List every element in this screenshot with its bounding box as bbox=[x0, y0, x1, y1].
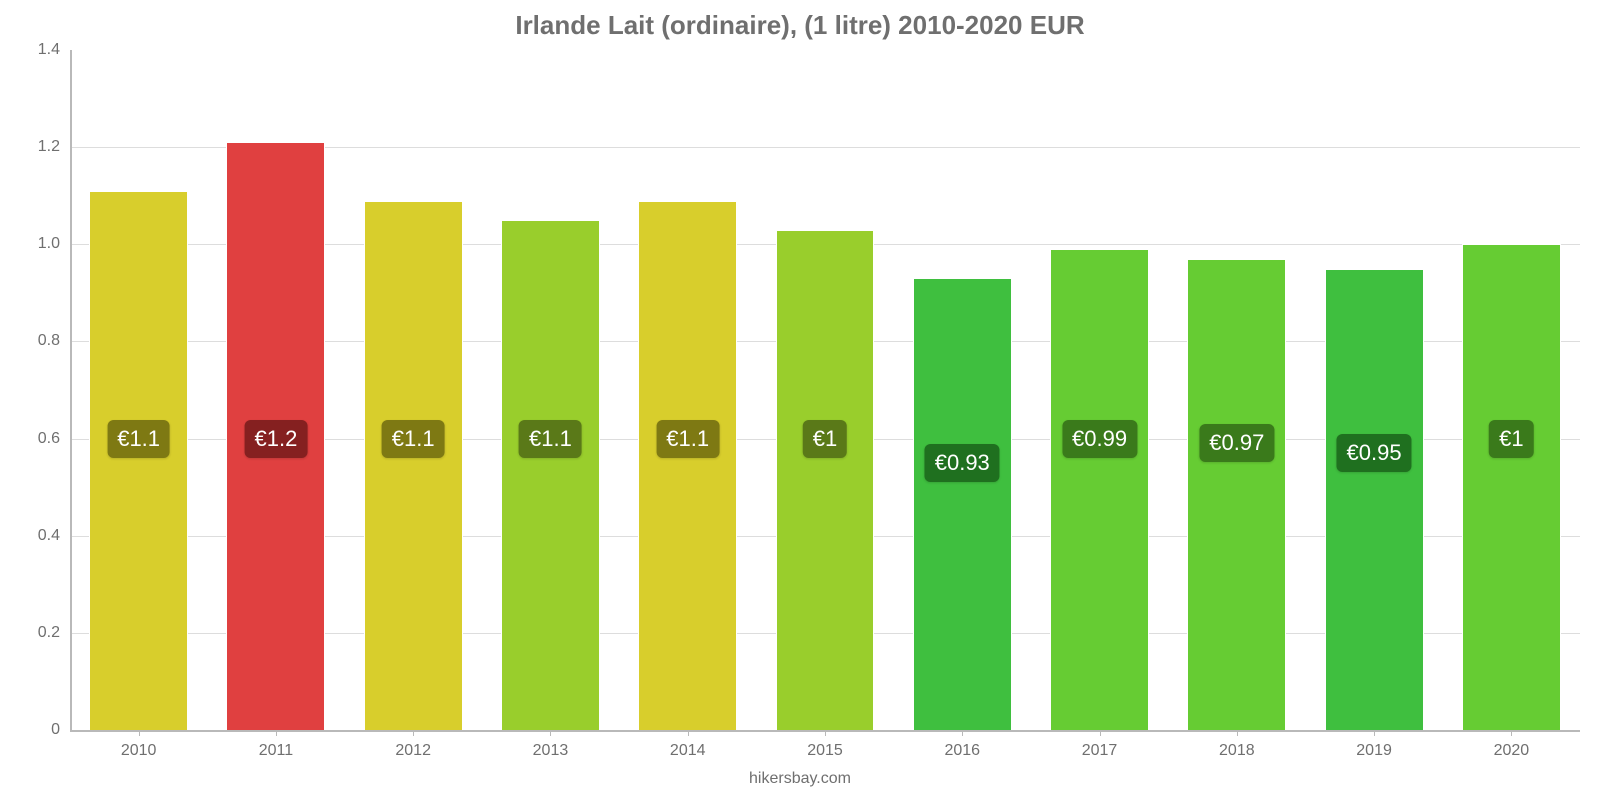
bar-value-label: €1.1 bbox=[519, 420, 582, 458]
x-tick-mark bbox=[1237, 730, 1238, 736]
x-tick-label: 2014 bbox=[670, 742, 706, 760]
y-tick-label: 0.2 bbox=[20, 624, 60, 642]
x-tick-mark bbox=[1374, 730, 1375, 736]
x-tick-label: 2020 bbox=[1494, 742, 1530, 760]
plot-area: 00.20.40.60.81.01.21.4€1.12010€1.22011€1… bbox=[70, 50, 1580, 730]
bar bbox=[501, 220, 600, 730]
y-tick-label: 0 bbox=[20, 721, 60, 739]
bar-value-label: €1.1 bbox=[656, 420, 719, 458]
x-tick-mark bbox=[1100, 730, 1101, 736]
x-tick-mark bbox=[139, 730, 140, 736]
x-tick-mark bbox=[413, 730, 414, 736]
y-tick-label: 1.4 bbox=[20, 41, 60, 59]
bar bbox=[1050, 249, 1149, 730]
x-tick-label: 2016 bbox=[944, 742, 980, 760]
x-tick-mark bbox=[962, 730, 963, 736]
chart-title: Irlande Lait (ordinaire), (1 litre) 2010… bbox=[0, 0, 1600, 41]
x-tick-label: 2015 bbox=[807, 742, 843, 760]
y-tick-label: 1.0 bbox=[20, 235, 60, 253]
bar bbox=[1325, 269, 1424, 730]
bar-value-label: €1.2 bbox=[244, 420, 307, 458]
y-tick-label: 0.4 bbox=[20, 527, 60, 545]
x-tick-label: 2013 bbox=[533, 742, 569, 760]
bar bbox=[1187, 259, 1286, 730]
x-tick-mark bbox=[825, 730, 826, 736]
bar bbox=[364, 201, 463, 730]
bar-value-label: €0.93 bbox=[925, 444, 1000, 482]
bar-value-label: €0.99 bbox=[1062, 420, 1137, 458]
y-tick-label: 0.6 bbox=[20, 430, 60, 448]
bar-value-label: €1 bbox=[1489, 420, 1533, 458]
bar-value-label: €1 bbox=[803, 420, 847, 458]
x-tick-label: 2019 bbox=[1356, 742, 1392, 760]
x-tick-label: 2017 bbox=[1082, 742, 1118, 760]
bar bbox=[89, 191, 188, 730]
bar-value-label: €1.1 bbox=[382, 420, 445, 458]
y-axis-line bbox=[70, 50, 72, 730]
x-tick-label: 2011 bbox=[259, 742, 293, 760]
source-label: hikersbay.com bbox=[0, 770, 1600, 788]
x-tick-label: 2010 bbox=[121, 742, 157, 760]
x-tick-label: 2018 bbox=[1219, 742, 1255, 760]
bar-value-label: €0.97 bbox=[1199, 424, 1274, 462]
x-tick-mark bbox=[1511, 730, 1512, 736]
bar-value-label: €0.95 bbox=[1337, 434, 1412, 472]
bar bbox=[638, 201, 737, 730]
x-tick-label: 2012 bbox=[395, 742, 431, 760]
y-tick-label: 1.2 bbox=[20, 138, 60, 156]
bar bbox=[913, 278, 1012, 730]
x-tick-mark bbox=[276, 730, 277, 736]
x-tick-mark bbox=[688, 730, 689, 736]
x-tick-mark bbox=[550, 730, 551, 736]
bar bbox=[1462, 244, 1561, 730]
bar bbox=[776, 230, 875, 730]
bar-value-label: €1.1 bbox=[107, 420, 170, 458]
y-tick-label: 0.8 bbox=[20, 332, 60, 350]
milk-price-chart: Irlande Lait (ordinaire), (1 litre) 2010… bbox=[0, 0, 1600, 800]
